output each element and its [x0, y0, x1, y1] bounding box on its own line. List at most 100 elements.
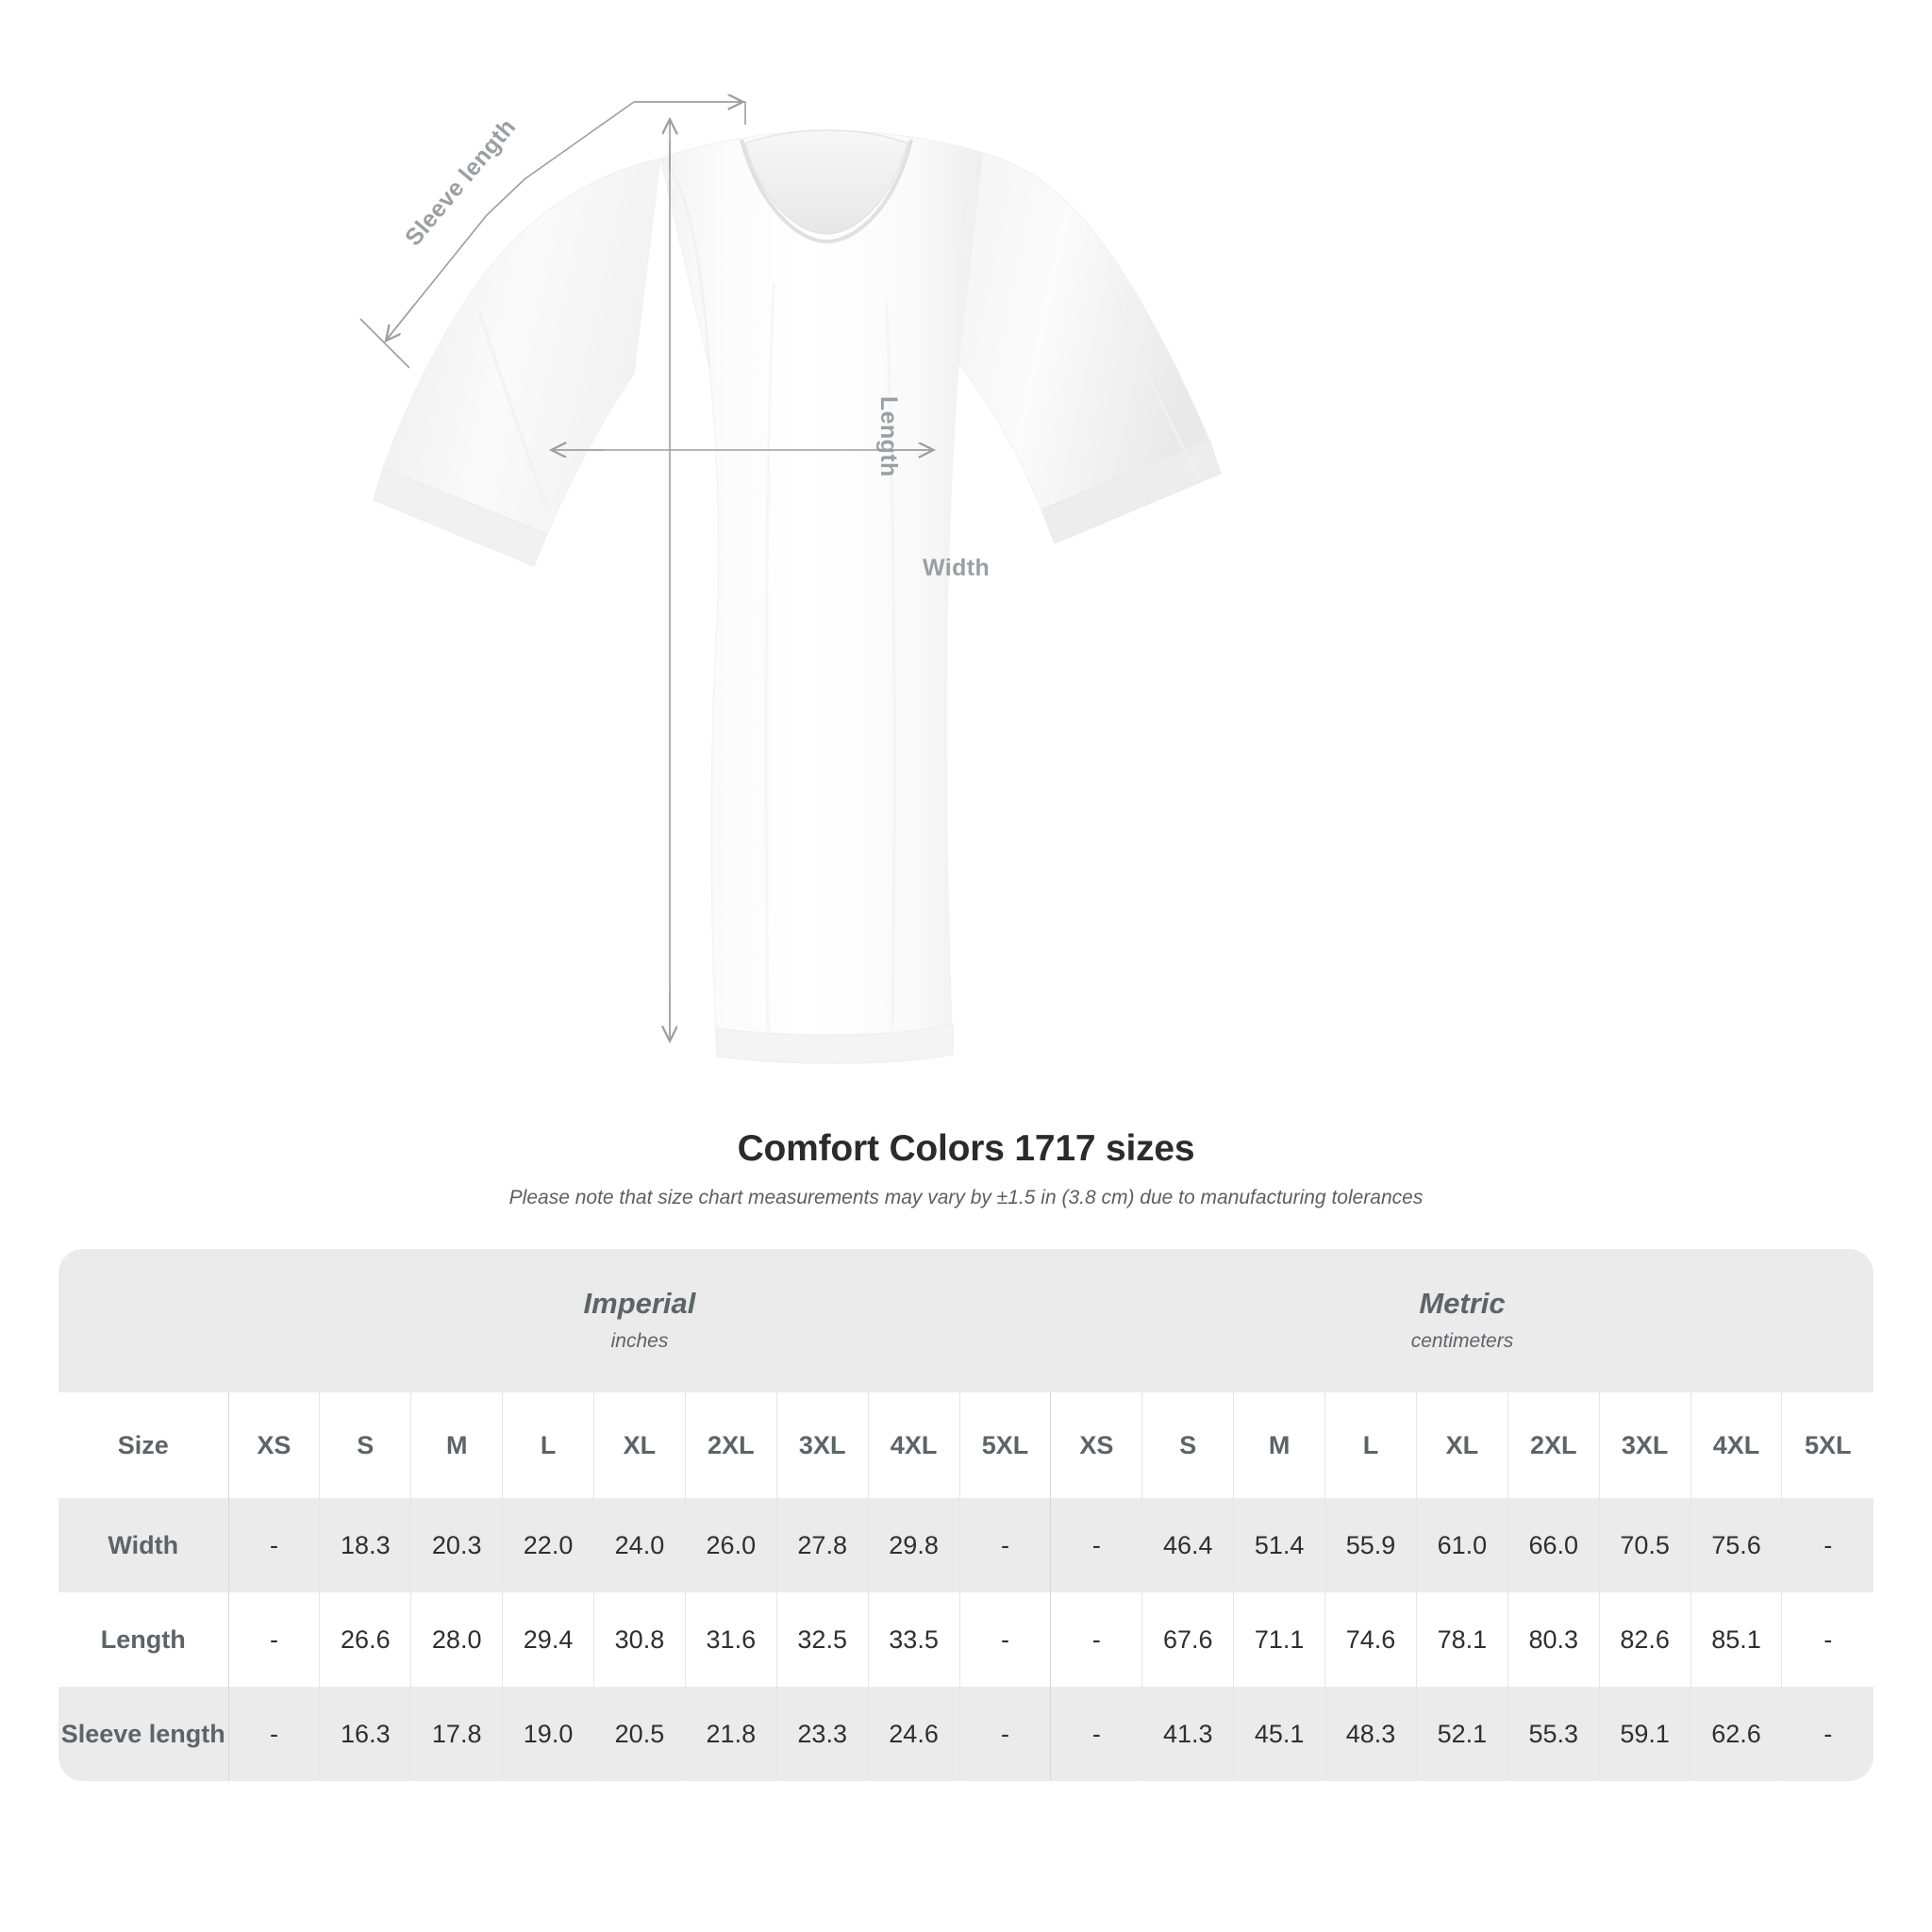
cell-length-metric-4xl: 85.1: [1690, 1592, 1783, 1687]
unit-group-metric: Metric centimeters: [1050, 1249, 1874, 1392]
cell-sleeve-length-metric-5xl: -: [1781, 1687, 1874, 1781]
cell-width-imperial-xl: 24.0: [593, 1498, 686, 1592]
cell-width-metric-3xl: 70.5: [1599, 1498, 1691, 1592]
cell-length-imperial-xl: 30.8: [593, 1592, 686, 1687]
row-label-width: Width: [58, 1498, 229, 1592]
size-header-imperial-m: M: [410, 1392, 504, 1498]
shirt-shape: [373, 129, 1222, 1064]
cell-length-imperial-xs: -: [228, 1592, 321, 1687]
size-header-imperial-l: L: [502, 1392, 594, 1498]
cell-length-imperial-4xl: 33.5: [868, 1592, 960, 1687]
table-row: Length -26.6 28.0 29.4 30.8 31.6 32.5 33.5- -67.…: [58, 1592, 1874, 1687]
tshirt-diagram: Sleeve length Length Width: [359, 0, 1222, 1064]
cell-length-metric-3xl: 82.6: [1599, 1592, 1691, 1687]
size-header-row: Size XS S M L XL 2XL 3XL 4XL 5XL XS S M L XL 2XL 3XL 4XL 5…: [58, 1392, 1874, 1498]
cell-width-imperial-xs: -: [228, 1498, 321, 1592]
size-header-metric-s: S: [1141, 1392, 1235, 1498]
unit-group-name: Imperial: [583, 1286, 696, 1320]
measurement-lines: [359, 101, 932, 1040]
cell-length-metric-xl: 78.1: [1416, 1592, 1508, 1687]
row-label-header: Size: [58, 1392, 229, 1498]
cell-sleeve-length-imperial-xl: 20.5: [593, 1687, 686, 1781]
table-row: Sleeve length -16.3 17.8 19.0 20.5 21.8 23.3 24…: [58, 1687, 1874, 1781]
tolerance-note: Please note that size chart measurements…: [508, 1187, 1424, 1208]
sleeve-end-tick: [359, 318, 410, 369]
cell-width-metric-s: 46.4: [1141, 1498, 1235, 1592]
size-header-imperial-4xl: 4XL: [868, 1392, 960, 1498]
cell-sleeve-length-imperial-m: 17.8: [410, 1687, 504, 1781]
cell-width-metric-5xl: -: [1781, 1498, 1874, 1592]
cell-sleeve-length-imperial-3xl: 23.3: [776, 1687, 869, 1781]
size-header-imperial-2xl: 2XL: [685, 1392, 777, 1498]
size-header-imperial-xs: XS: [228, 1392, 321, 1498]
cell-width-metric-m: 51.4: [1233, 1498, 1326, 1592]
sleeve-measure-line: [384, 101, 635, 342]
cell-length-imperial-m: 28.0: [410, 1592, 504, 1687]
cell-length-imperial-2xl: 31.6: [685, 1592, 777, 1687]
size-header-metric-2xl: 2XL: [1507, 1392, 1600, 1498]
size-header-metric-xs: XS: [1050, 1392, 1143, 1498]
cell-length-metric-m: 71.1: [1233, 1592, 1326, 1687]
cell-width-imperial-5xl: -: [959, 1498, 1052, 1592]
cell-width-metric-4xl: 75.6: [1690, 1498, 1783, 1592]
size-header-metric-5xl: 5XL: [1781, 1392, 1874, 1498]
unit-group-name: Metric: [1419, 1286, 1506, 1320]
cell-sleeve-length-imperial-l: 19.0: [502, 1687, 594, 1781]
size-header-imperial-xl: XL: [593, 1392, 686, 1498]
cell-sleeve-length-metric-2xl: 55.3: [1507, 1687, 1600, 1781]
cell-sleeve-length-metric-xs: -: [1050, 1687, 1143, 1781]
cell-sleeve-length-imperial-4xl: 24.6: [868, 1687, 960, 1781]
unit-group-imperial: Imperial inches: [228, 1249, 1051, 1392]
size-table-container: Imperial inches Metric centimeters Size XS S M L…: [58, 1249, 1874, 1781]
cell-width-imperial-2xl: 26.0: [685, 1498, 777, 1592]
unit-group-sub: centimeters: [1410, 1330, 1514, 1353]
unit-group-sub: inches: [610, 1330, 669, 1353]
cell-length-metric-s: 67.6: [1141, 1592, 1235, 1687]
cell-sleeve-length-imperial-2xl: 21.8: [685, 1687, 777, 1781]
row-label-length: Length: [58, 1592, 229, 1687]
cell-length-imperial-s: 26.6: [319, 1592, 412, 1687]
row-label-sleeve-length: Sleeve length: [58, 1687, 229, 1781]
cell-width-imperial-l: 22.0: [502, 1498, 594, 1592]
size-header-imperial-5xl: 5XL: [959, 1392, 1052, 1498]
width-label: Width: [923, 555, 991, 581]
cell-sleeve-length-imperial-5xl: -: [959, 1687, 1052, 1781]
size-chart-table: Imperial inches Metric centimeters Size XS S M L…: [58, 1249, 1874, 1781]
cell-length-imperial-l: 29.4: [502, 1592, 594, 1687]
unit-group-spacer: [58, 1249, 228, 1392]
size-header-metric-xl: XL: [1416, 1392, 1508, 1498]
cell-sleeve-length-imperial-xs: -: [228, 1687, 321, 1781]
page-title: Comfort Colors 1717 sizes: [737, 1128, 1195, 1169]
size-header-metric-4xl: 4XL: [1690, 1392, 1783, 1498]
cell-sleeve-length-metric-3xl: 59.1: [1599, 1687, 1691, 1781]
cell-width-imperial-m: 20.3: [410, 1498, 504, 1592]
tshirt-illustration: [359, 0, 1222, 1064]
cell-sleeve-length-metric-4xl: 62.6: [1690, 1687, 1783, 1781]
size-header-metric-3xl: 3XL: [1599, 1392, 1691, 1498]
unit-group-row: Imperial inches Metric centimeters: [58, 1249, 1874, 1392]
cell-sleeve-length-metric-m: 45.1: [1233, 1687, 1326, 1781]
cell-width-metric-2xl: 66.0: [1507, 1498, 1600, 1592]
cell-width-metric-xs: -: [1050, 1498, 1143, 1592]
cell-sleeve-length-metric-l: 48.3: [1324, 1687, 1417, 1781]
chart-heading-block: Comfort Colors 1717 sizes Please note th…: [0, 1128, 1932, 1209]
sleeve-bottom-arrow: [387, 303, 416, 340]
cell-length-metric-xs: -: [1050, 1592, 1143, 1687]
cell-width-metric-xl: 61.0: [1416, 1498, 1508, 1592]
cell-length-imperial-3xl: 32.5: [776, 1592, 869, 1687]
cell-width-imperial-3xl: 27.8: [776, 1498, 869, 1592]
cell-width-imperial-s: 18.3: [319, 1498, 412, 1592]
size-header-imperial-s: S: [319, 1392, 412, 1498]
cell-sleeve-length-metric-s: 41.3: [1141, 1687, 1235, 1781]
cell-sleeve-length-metric-xl: 52.1: [1416, 1687, 1508, 1781]
length-label: Length: [875, 396, 902, 477]
cell-length-metric-5xl: -: [1781, 1592, 1874, 1687]
cell-length-metric-2xl: 80.3: [1507, 1592, 1600, 1687]
cell-length-imperial-5xl: -: [959, 1592, 1052, 1687]
cell-width-imperial-4xl: 29.8: [868, 1498, 960, 1592]
sleeve-top-tick: [634, 101, 746, 125]
size-header-metric-m: M: [1233, 1392, 1326, 1498]
cell-width-metric-l: 55.9: [1324, 1498, 1417, 1592]
size-header-metric-l: L: [1324, 1392, 1417, 1498]
size-header-imperial-3xl: 3XL: [776, 1392, 869, 1498]
